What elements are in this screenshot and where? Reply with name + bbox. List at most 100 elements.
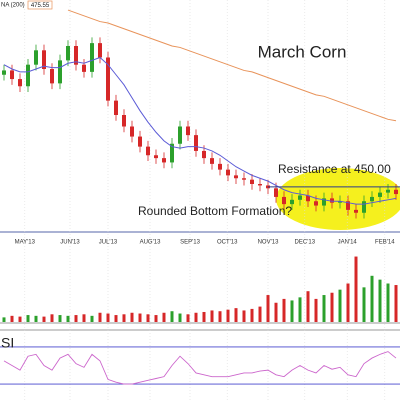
candle-body — [370, 196, 374, 202]
volume-bar — [386, 283, 390, 322]
candle-body — [242, 178, 246, 180]
volume-bar — [322, 295, 326, 322]
candle-body — [34, 50, 38, 65]
volume-bar — [138, 313, 142, 322]
candle-body — [2, 70, 6, 75]
candle-body — [298, 195, 302, 200]
volume-bar — [74, 315, 78, 322]
x-tick-label: NOV'13 — [258, 240, 279, 246]
volume-bar — [42, 316, 46, 322]
volume-bar — [98, 312, 102, 322]
candle-body — [394, 189, 398, 195]
chart-title: March Corn — [258, 42, 347, 61]
candle-body — [330, 198, 334, 203]
volume-bar — [122, 314, 126, 322]
candle-body — [82, 64, 86, 72]
volume-bar — [354, 256, 358, 322]
x-tick-label: AUG'13 — [140, 240, 161, 246]
candle-body — [10, 70, 14, 80]
volume-bar — [250, 308, 254, 322]
x-tick-label: JAN'14 — [338, 240, 358, 246]
volume-bar — [362, 287, 366, 322]
candle-body — [170, 143, 174, 163]
volume-bar — [26, 315, 30, 322]
candle-body — [378, 192, 382, 197]
candle-body — [210, 158, 214, 164]
x-tick-label: DEC'13 — [295, 240, 316, 246]
candle-body — [386, 189, 390, 193]
volume-bar — [58, 315, 62, 322]
candle-body — [282, 196, 286, 205]
volume-bar — [338, 289, 342, 322]
x-tick-label: MAY'13 — [15, 240, 36, 246]
volume-bar — [298, 297, 302, 322]
legend-label: NA (200) — [1, 3, 25, 9]
volume-bar — [394, 285, 398, 322]
candle-body — [74, 46, 78, 65]
volume-bar — [306, 291, 310, 322]
candle-body — [218, 163, 222, 170]
volume-bar — [314, 298, 318, 322]
moving-average — [67, 9, 397, 122]
candle-body — [154, 155, 158, 159]
moving-average — [3, 56, 397, 205]
marks — [0, 9, 400, 385]
x-tick-label: SEP'13 — [180, 240, 200, 246]
candle-body — [322, 198, 326, 206]
volume-bar — [346, 283, 350, 322]
volume-bar — [210, 310, 214, 322]
candle-body — [178, 126, 182, 144]
candle-body — [338, 201, 342, 203]
candle-body — [306, 195, 310, 202]
candle-body — [362, 201, 366, 213]
x-tick-label: OCT'13 — [217, 240, 238, 246]
volume-bar — [218, 311, 222, 322]
candle-body — [354, 209, 358, 213]
volume-bar — [370, 275, 374, 322]
volume-bar — [178, 313, 182, 322]
candle-body — [58, 60, 62, 84]
volume-bar — [226, 309, 230, 322]
volume-bar — [162, 312, 166, 322]
volume-bar — [290, 300, 294, 322]
volume-bar — [266, 295, 270, 322]
candle-body — [186, 126, 190, 136]
volume-bar — [10, 315, 14, 322]
candle-body — [226, 169, 230, 176]
volume-bar — [130, 312, 134, 322]
volume-bar — [82, 314, 86, 322]
volume-bar — [66, 315, 70, 322]
candle-body — [346, 201, 350, 210]
volume-bar — [106, 313, 110, 322]
volume-bar — [146, 314, 150, 322]
candle-body — [50, 69, 54, 84]
volume-bar — [18, 316, 22, 322]
volume-bar — [34, 315, 38, 322]
volume-bar — [170, 311, 174, 322]
x-tick-label: FEB'14 — [375, 240, 395, 246]
annotation: Resistance at 450.00 — [278, 162, 391, 176]
volume-bar — [282, 298, 286, 322]
volume-bar — [154, 315, 158, 322]
volume-bar — [114, 315, 118, 322]
candle-body — [202, 150, 206, 159]
volume-bar — [90, 315, 94, 322]
candle-body — [130, 126, 134, 137]
grid: MAY'13 JUN'13 JUL'13 AUG'13 SEP'13 OCT'13 NOV'… — [15, 0, 395, 400]
volume-bar — [202, 311, 206, 322]
candle-body — [258, 184, 262, 186]
candle-body — [274, 188, 278, 197]
volume-bar — [234, 308, 238, 322]
candle-body — [194, 135, 198, 151]
candle-body — [146, 146, 150, 156]
annotation: Rounded Bottom Formation? — [138, 204, 292, 218]
candle-body — [26, 64, 30, 87]
legend-box — [0, 0, 55, 9]
highlight-ellipse — [276, 168, 400, 230]
candle-body — [314, 201, 318, 206]
candle-body — [250, 179, 254, 184]
x-tick-label: JUN'13 — [60, 240, 80, 246]
volume-bar — [274, 302, 278, 322]
candle-body — [234, 175, 238, 179]
candle-body — [66, 46, 70, 61]
